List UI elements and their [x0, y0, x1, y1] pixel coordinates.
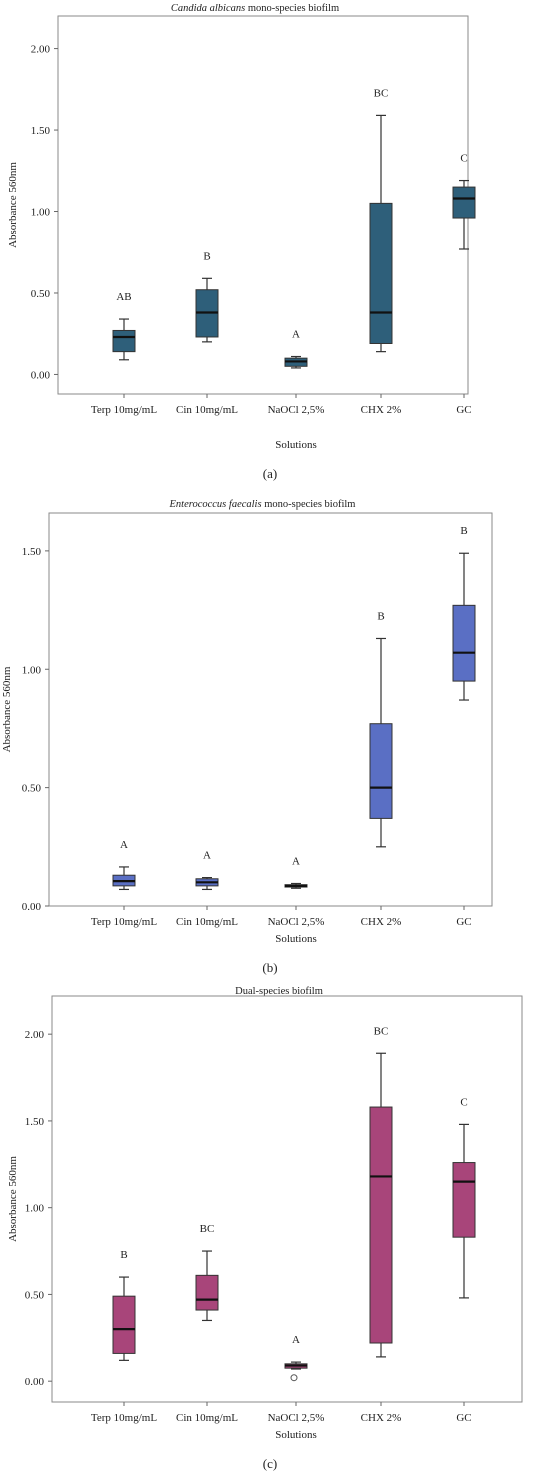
- significance-letter: A: [292, 1334, 300, 1346]
- x-tick-label: Cin 10mg/mL: [176, 404, 238, 416]
- significance-letter: AB: [116, 291, 131, 303]
- chart-title: Candida albicans mono-species biofilm: [171, 3, 339, 14]
- chart-title-rest: Dual-species biofilm: [235, 986, 323, 997]
- boxplot-chart-dual-species: Dual-species biofilm 0.00 0.50 1.00 1.50 2.00…: [7, 986, 523, 1471]
- iqr-box: [452, 186, 476, 219]
- iqr-box: [112, 1295, 136, 1354]
- boxplot-chart-candida: Candida albicans mono-species biofilm 0.0…: [7, 3, 476, 481]
- significance-letter: A: [292, 329, 300, 341]
- x-tick-label: Cin 10mg/mL: [176, 1412, 238, 1424]
- significance-letter: B: [377, 610, 384, 622]
- chart-title-species: Enterococcus faecalis: [169, 499, 262, 510]
- iqr-box: [195, 1274, 219, 1311]
- significance-letter: C: [460, 153, 467, 165]
- significance-letter: C: [460, 1096, 467, 1108]
- significance-letter: B: [460, 525, 467, 537]
- significance-letter: A: [203, 850, 211, 862]
- x-axis-label: Solutions: [275, 439, 317, 451]
- x-axis-label: Solutions: [275, 933, 317, 945]
- x-tick-label: NaOCl 2,5%: [268, 404, 325, 416]
- panel-label: (c): [263, 1456, 277, 1471]
- y-tick-label: 2.00: [31, 44, 51, 56]
- y-tick-label: 0.00: [22, 901, 42, 913]
- panel-b: Enterococcus faecalis mono-species biofi…: [0, 490, 541, 984]
- x-tick-label: Cin 10mg/mL: [176, 916, 238, 928]
- x-tick-label: CHX 2%: [361, 1412, 402, 1424]
- x-tick-label: CHX 2%: [361, 404, 402, 416]
- x-tick-label: GC: [456, 1412, 471, 1424]
- iqr-box: [452, 1162, 476, 1238]
- iqr-box: [369, 723, 393, 819]
- significance-letter: B: [203, 250, 210, 262]
- chart-title: Dual-species biofilm: [235, 986, 323, 997]
- x-tick-label: Terp 10mg/mL: [91, 404, 157, 416]
- y-tick-label: 0.50: [22, 783, 42, 795]
- x-tick-label: Terp 10mg/mL: [91, 1412, 157, 1424]
- x-tick-label: CHX 2%: [361, 916, 402, 928]
- significance-letter: A: [120, 839, 128, 851]
- chart-title-rest: mono-species biofilm: [262, 499, 356, 510]
- chart-title: Enterococcus faecalis mono-species biofi…: [169, 499, 356, 510]
- y-tick-label: 0.00: [31, 369, 51, 381]
- significance-letter: A: [292, 856, 300, 868]
- panel-a: Candida albicans mono-species biofilm 0.0…: [0, 0, 541, 490]
- x-tick-label: NaOCl 2,5%: [268, 916, 325, 928]
- y-tick-label: 1.00: [22, 664, 42, 676]
- panel-label: (a): [263, 466, 277, 481]
- plot-area: [48, 512, 493, 907]
- x-axis-label: Solutions: [275, 1429, 317, 1441]
- iqr-box: [369, 202, 393, 344]
- boxplot-chart-enterococcus: Enterococcus faecalis mono-species biofi…: [1, 499, 493, 975]
- y-tick-label: 0.50: [31, 288, 51, 300]
- x-tick-label: GC: [456, 404, 471, 416]
- x-tick-label: GC: [456, 916, 471, 928]
- chart-title-rest: mono-species biofilm: [245, 3, 339, 14]
- significance-letter: BC: [200, 1223, 215, 1235]
- iqr-box: [452, 604, 476, 682]
- significance-letter: BC: [374, 1025, 389, 1037]
- iqr-box: [112, 329, 136, 353]
- iqr-box: [369, 1106, 393, 1344]
- y-tick-label: 2.00: [25, 1029, 45, 1041]
- significance-letter: BC: [374, 87, 389, 99]
- panel-label: (b): [262, 960, 277, 975]
- y-tick-label: 1.50: [31, 125, 51, 137]
- significance-letter: B: [120, 1249, 127, 1261]
- x-tick-label: Terp 10mg/mL: [91, 916, 157, 928]
- x-tick-label: NaOCl 2,5%: [268, 1412, 325, 1424]
- y-axis-label: Absorbance 560nm: [7, 162, 19, 248]
- y-tick-label: 1.50: [22, 546, 42, 558]
- outlier-point: [290, 1374, 298, 1382]
- y-tick-label: 1.00: [31, 207, 51, 219]
- y-tick-label: 0.50: [25, 1289, 45, 1301]
- y-tick-label: 1.00: [25, 1203, 45, 1215]
- y-axis-label: Absorbance 560nm: [7, 1156, 19, 1242]
- panel-c: Dual-species biofilm 0.00 0.50 1.00 1.50 2.00…: [0, 984, 541, 1473]
- y-tick-label: 0.00: [25, 1376, 45, 1388]
- y-axis-label: Absorbance 560nm: [1, 666, 13, 752]
- chart-title-species: Candida albicans: [171, 3, 245, 14]
- y-tick-label: 1.50: [25, 1116, 45, 1128]
